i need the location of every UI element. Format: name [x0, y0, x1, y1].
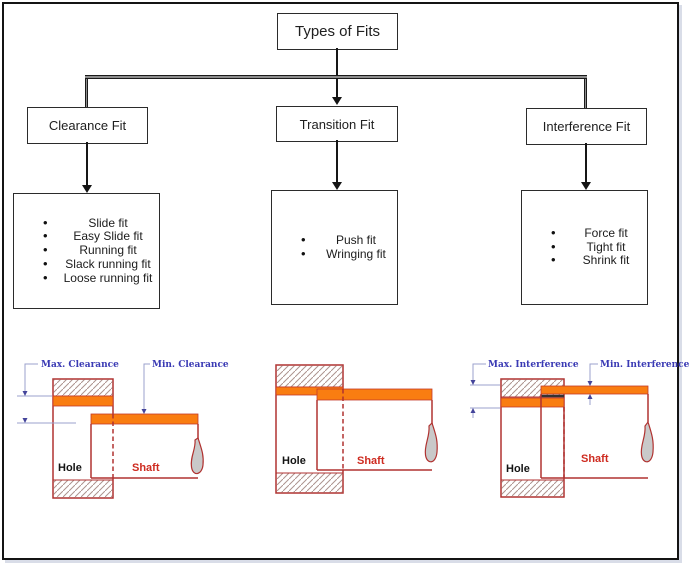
min-interference-label: Min. Interference [600, 360, 689, 370]
clearance-fit-drawing: Max. Clearance Min. Clearance Hole Shaft [17, 360, 229, 499]
shaft-label: Shaft [581, 453, 609, 465]
flowchart-title-box: Types of Fits [277, 13, 398, 50]
shaft-section [540, 385, 654, 479]
list-item: Easy Slide fit [42, 229, 159, 244]
hole-label: Hole [58, 462, 82, 474]
connector-clearance-list [86, 142, 88, 186]
arrowhead-to-transition-list [332, 182, 342, 190]
branch-box-transition: Transition Fit [276, 106, 398, 142]
list-box-transition: Push fit Wringing fit [271, 190, 398, 305]
hole-section [52, 378, 114, 499]
hole-tolerance-zone [52, 395, 114, 407]
arrowhead-to-interference-list [581, 182, 591, 190]
shaft-break-teardrop [424, 421, 438, 463]
connector-transition-list [336, 140, 338, 183]
dimension-annotations: Max. Interference Min. Interference [470, 360, 689, 418]
list-item: Tight fit [550, 240, 647, 255]
clearance-fit-list: Slide fit Easy Slide fit Running fit Sla… [14, 216, 159, 286]
list-item: Wringing fit [300, 247, 397, 262]
interference-fit-list: Force fit Tight fit Shrink fit [522, 226, 647, 268]
shaft-break-teardrop [640, 420, 654, 463]
connector-left-drop [85, 79, 88, 107]
connector-interference-list [585, 143, 587, 183]
list-item: Slack running fit [42, 257, 159, 272]
list-item: Force fit [550, 226, 647, 241]
connector-horizontal-bar [85, 75, 587, 79]
dimension-annotations: Max. Clearance Min. Clearance [17, 360, 229, 424]
max-interference-label: Max. Interference [488, 360, 579, 370]
shaft-tolerance-zone [316, 388, 433, 401]
interference-fit-drawing: Max. Interference Min. Interference Hole… [470, 360, 689, 498]
min-clearance-label: Min. Clearance [152, 360, 229, 370]
shaft-section [316, 388, 438, 471]
transition-fit-drawing: Hole Shaft [275, 364, 438, 494]
list-item: Push fit [300, 233, 397, 248]
shaft-tolerance-zone [90, 413, 199, 425]
branch-box-interference: Interference Fit [526, 108, 647, 145]
shaft-section [90, 413, 204, 479]
transition-fit-list: Push fit Wringing fit [272, 233, 397, 262]
connector-title-vertical [336, 48, 338, 97]
list-item: Loose running fit [42, 271, 159, 286]
hole-label: Hole [506, 463, 530, 475]
arrowhead-to-transition-box [332, 97, 342, 105]
list-box-clearance: Slide fit Easy Slide fit Running fit Sla… [13, 193, 160, 309]
list-item: Shrink fit [550, 253, 647, 268]
connector-right-drop [584, 79, 587, 108]
hole-label: Hole [282, 455, 306, 467]
list-item: Running fit [42, 243, 159, 258]
list-box-interference: Force fit Tight fit Shrink fit [521, 190, 648, 305]
shaft-label: Shaft [132, 462, 160, 474]
max-clearance-label: Max. Clearance [41, 360, 119, 370]
shaft-break-teardrop [190, 437, 204, 475]
arrowhead-to-clearance-list [82, 185, 92, 193]
hole-section [275, 364, 344, 494]
shaft-label: Shaft [357, 455, 385, 467]
list-item: Slide fit [42, 216, 159, 231]
hole-tolerance-zone [500, 397, 565, 408]
branch-box-clearance: Clearance Fit [27, 107, 148, 144]
shaft-tolerance-zone [540, 385, 649, 395]
